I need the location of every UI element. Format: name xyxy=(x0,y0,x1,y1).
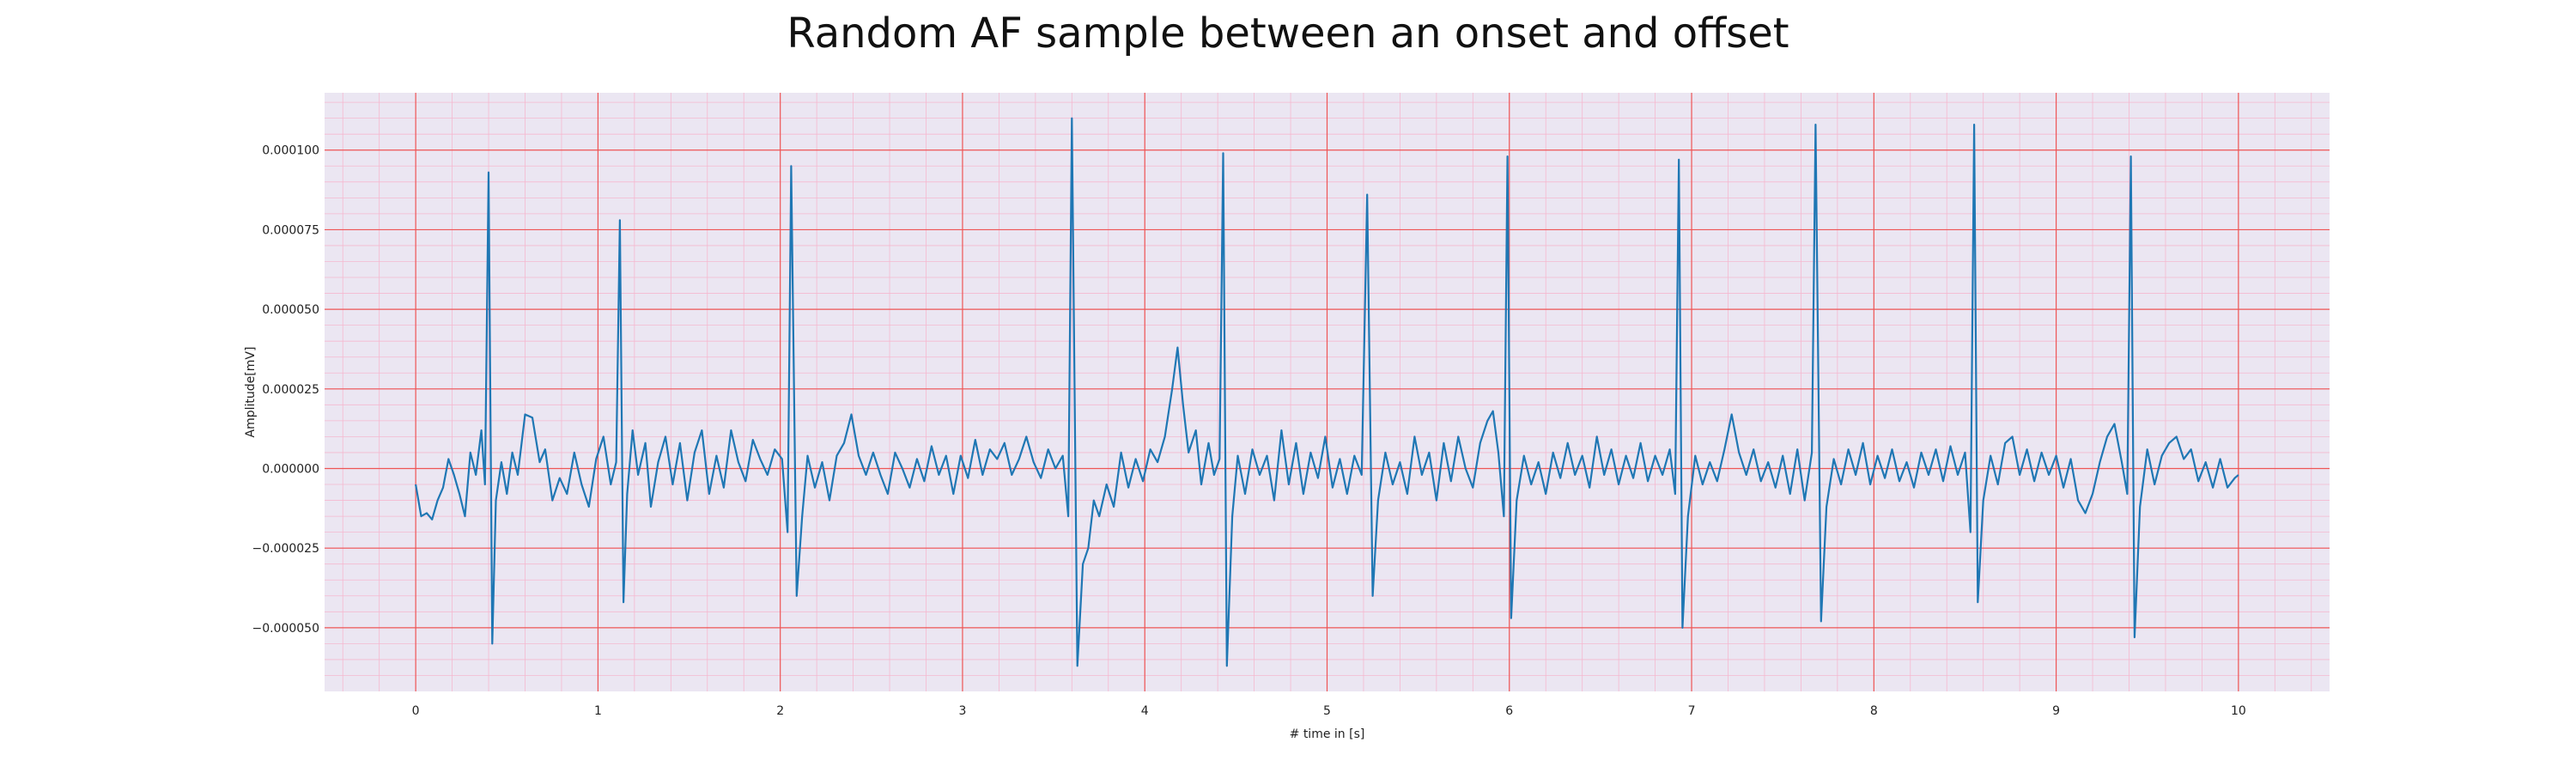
y-tick-label: 0.000075 xyxy=(262,223,319,237)
y-axis-label: Amplitude[mV] xyxy=(244,347,258,438)
series-line xyxy=(415,117,2239,667)
x-tick-label: 3 xyxy=(958,704,966,718)
major-grid xyxy=(325,93,2330,691)
x-tick-label: 10 xyxy=(2231,704,2246,718)
x-tick-label: 2 xyxy=(776,704,784,718)
y-tick-label: −0.000050 xyxy=(252,622,319,636)
y-tick-label: 0.000100 xyxy=(262,144,319,158)
x-tick-label: 1 xyxy=(594,704,602,718)
x-axis-label: # time in [s] xyxy=(1290,727,1365,741)
y-tick-label: 0.000000 xyxy=(262,462,319,476)
x-tick-label: 6 xyxy=(1505,704,1513,718)
y-axis-ticks: −0.000050 −0.000025 0.000000 0.000025 0.0000… xyxy=(252,144,319,636)
x-tick-label: 5 xyxy=(1323,704,1331,718)
y-tick-label: −0.000025 xyxy=(252,542,319,556)
chart-title: Random AF sample between an onset and of… xyxy=(787,9,1789,58)
x-tick-label: 9 xyxy=(2052,704,2060,718)
x-tick-label: 4 xyxy=(1141,704,1149,718)
x-tick-label: 8 xyxy=(1870,704,1878,718)
x-tick-label: 7 xyxy=(1688,704,1696,718)
y-tick-label: 0.000050 xyxy=(262,303,319,317)
x-tick-label: 0 xyxy=(412,704,420,718)
x-axis-ticks: 0 1 2 3 4 5 6 7 8 9 10 xyxy=(412,704,2246,718)
y-tick-label: 0.000025 xyxy=(262,383,319,397)
